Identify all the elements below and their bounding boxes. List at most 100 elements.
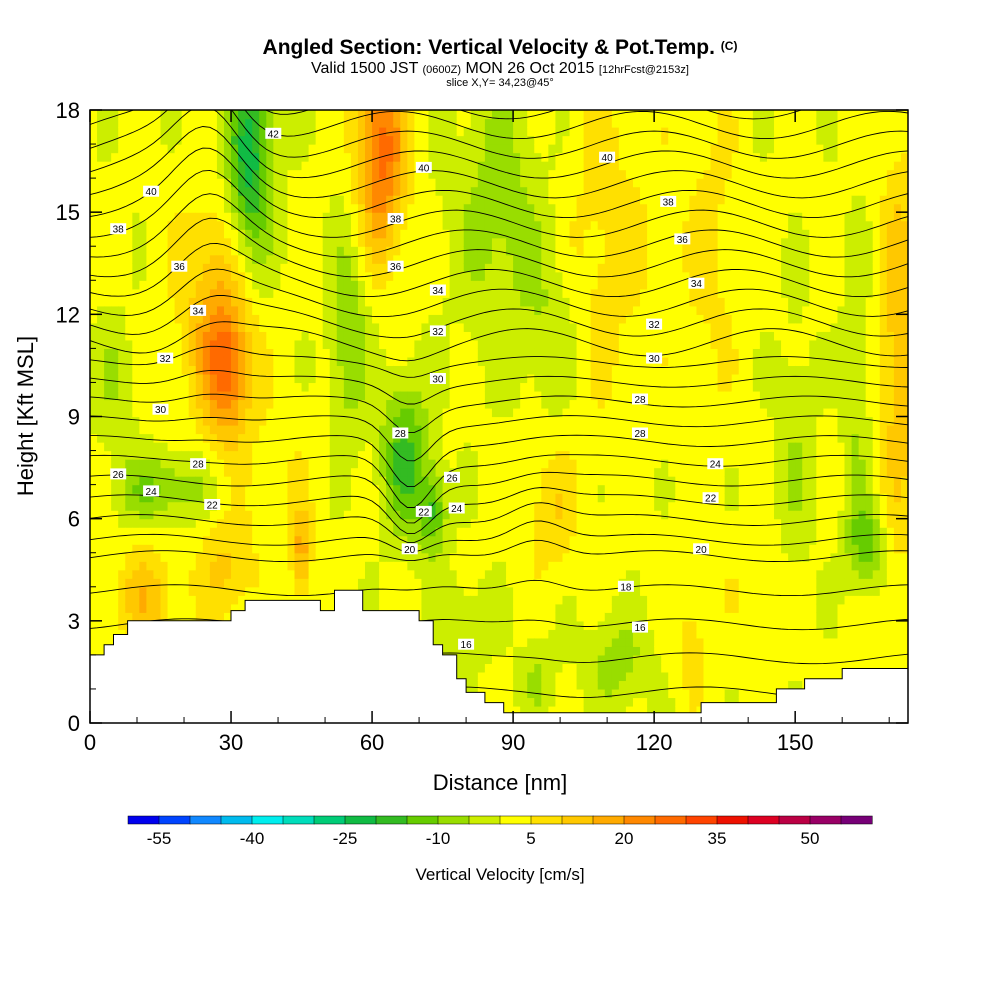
vv-cell bbox=[379, 467, 387, 477]
vv-cell bbox=[343, 178, 352, 188]
vv-cell bbox=[541, 680, 549, 690]
vv-cell bbox=[273, 263, 281, 273]
vv-cell bbox=[245, 407, 253, 418]
vv-cell bbox=[294, 569, 303, 579]
vv-cell bbox=[329, 476, 338, 486]
vv-cell bbox=[216, 442, 225, 452]
vv-cell bbox=[146, 442, 155, 452]
vv-cell bbox=[104, 425, 112, 435]
vv-cell bbox=[104, 135, 112, 145]
vv-cell bbox=[421, 578, 430, 588]
vv-cell bbox=[132, 586, 140, 596]
vv-cell bbox=[435, 561, 444, 571]
vv-cell bbox=[449, 527, 458, 537]
vv-cell bbox=[209, 442, 218, 452]
vv-cell bbox=[400, 459, 408, 469]
vv-cell bbox=[343, 263, 352, 273]
vv-cell bbox=[280, 476, 289, 486]
vv-cell bbox=[343, 535, 352, 545]
vv-cell bbox=[372, 118, 380, 128]
vv-cell bbox=[125, 390, 133, 401]
vv-cell bbox=[308, 493, 317, 503]
vv-cell bbox=[315, 127, 324, 137]
vv-cell bbox=[400, 356, 408, 367]
vv-cell bbox=[223, 612, 232, 622]
vv-cell bbox=[188, 178, 197, 188]
vv-cell bbox=[308, 314, 317, 324]
vv-cell bbox=[484, 663, 493, 673]
vv-cell bbox=[301, 348, 310, 358]
vv-cell bbox=[90, 356, 98, 367]
vv-cell bbox=[139, 339, 148, 349]
vv-cell bbox=[97, 484, 105, 494]
vv-cell bbox=[174, 152, 183, 162]
vv-cell bbox=[167, 220, 176, 230]
vv-cell bbox=[534, 365, 542, 375]
vv-cell bbox=[562, 229, 571, 239]
vv-cell bbox=[195, 135, 204, 145]
vv-cell bbox=[449, 305, 458, 315]
vv-cell bbox=[125, 586, 133, 596]
vv-cell bbox=[343, 195, 352, 205]
vv-cell bbox=[146, 493, 155, 503]
vv-cell bbox=[520, 314, 528, 324]
vv-cell bbox=[132, 467, 140, 477]
vv-cell bbox=[435, 425, 444, 435]
vv-cell bbox=[555, 552, 564, 562]
vv-cell bbox=[379, 331, 387, 341]
vv-cell bbox=[393, 373, 401, 384]
vv-cell bbox=[308, 152, 317, 162]
vv-cell bbox=[231, 263, 239, 273]
vv-cell bbox=[548, 135, 557, 145]
vv-cell bbox=[223, 365, 232, 375]
vv-cell bbox=[336, 229, 345, 239]
vv-cell bbox=[442, 246, 451, 256]
vv-cell bbox=[111, 169, 119, 179]
vv-cell bbox=[449, 382, 458, 392]
vv-cell bbox=[365, 288, 373, 298]
vv-cell bbox=[90, 161, 98, 171]
vv-cell bbox=[252, 118, 260, 128]
vv-cell bbox=[484, 433, 493, 443]
vv-cell bbox=[343, 348, 352, 358]
vv-cell bbox=[393, 339, 401, 349]
vv-cell bbox=[470, 331, 479, 341]
vv-cell bbox=[562, 688, 571, 699]
vv-cell bbox=[428, 339, 437, 349]
vv-cell bbox=[301, 365, 310, 375]
vv-cell bbox=[188, 552, 197, 562]
vv-cell bbox=[245, 297, 253, 307]
vv-cell bbox=[322, 527, 331, 537]
vv-cell bbox=[400, 246, 408, 256]
vv-cell bbox=[357, 467, 366, 477]
vv-cell bbox=[181, 612, 190, 622]
vv-cell bbox=[174, 229, 183, 239]
vv-cell bbox=[456, 331, 465, 341]
vv-cell bbox=[499, 697, 507, 707]
vv-cell bbox=[548, 697, 557, 707]
vv-cell bbox=[322, 110, 331, 120]
vv-cell bbox=[90, 195, 98, 205]
vv-cell bbox=[259, 365, 267, 375]
vv-cell bbox=[90, 271, 98, 281]
vv-cell bbox=[470, 280, 479, 290]
vv-cell bbox=[294, 382, 303, 392]
vv-cell bbox=[216, 595, 225, 605]
vv-cell bbox=[223, 527, 232, 537]
vv-cell bbox=[569, 365, 578, 375]
vv-cell bbox=[513, 178, 521, 188]
vv-cell bbox=[287, 297, 296, 307]
vv-cell bbox=[470, 203, 479, 213]
vv-cell bbox=[132, 382, 140, 392]
vv-cell bbox=[442, 510, 451, 520]
vv-cell bbox=[520, 620, 528, 630]
vv-cell bbox=[301, 178, 310, 188]
vv-cell bbox=[393, 169, 401, 179]
vv-cell bbox=[132, 161, 140, 171]
vv-cell bbox=[202, 229, 211, 239]
vv-cell bbox=[428, 203, 437, 213]
vv-cell bbox=[400, 271, 408, 281]
vv-cell bbox=[160, 365, 169, 375]
vv-cell bbox=[569, 382, 578, 392]
vv-cell bbox=[118, 212, 126, 222]
